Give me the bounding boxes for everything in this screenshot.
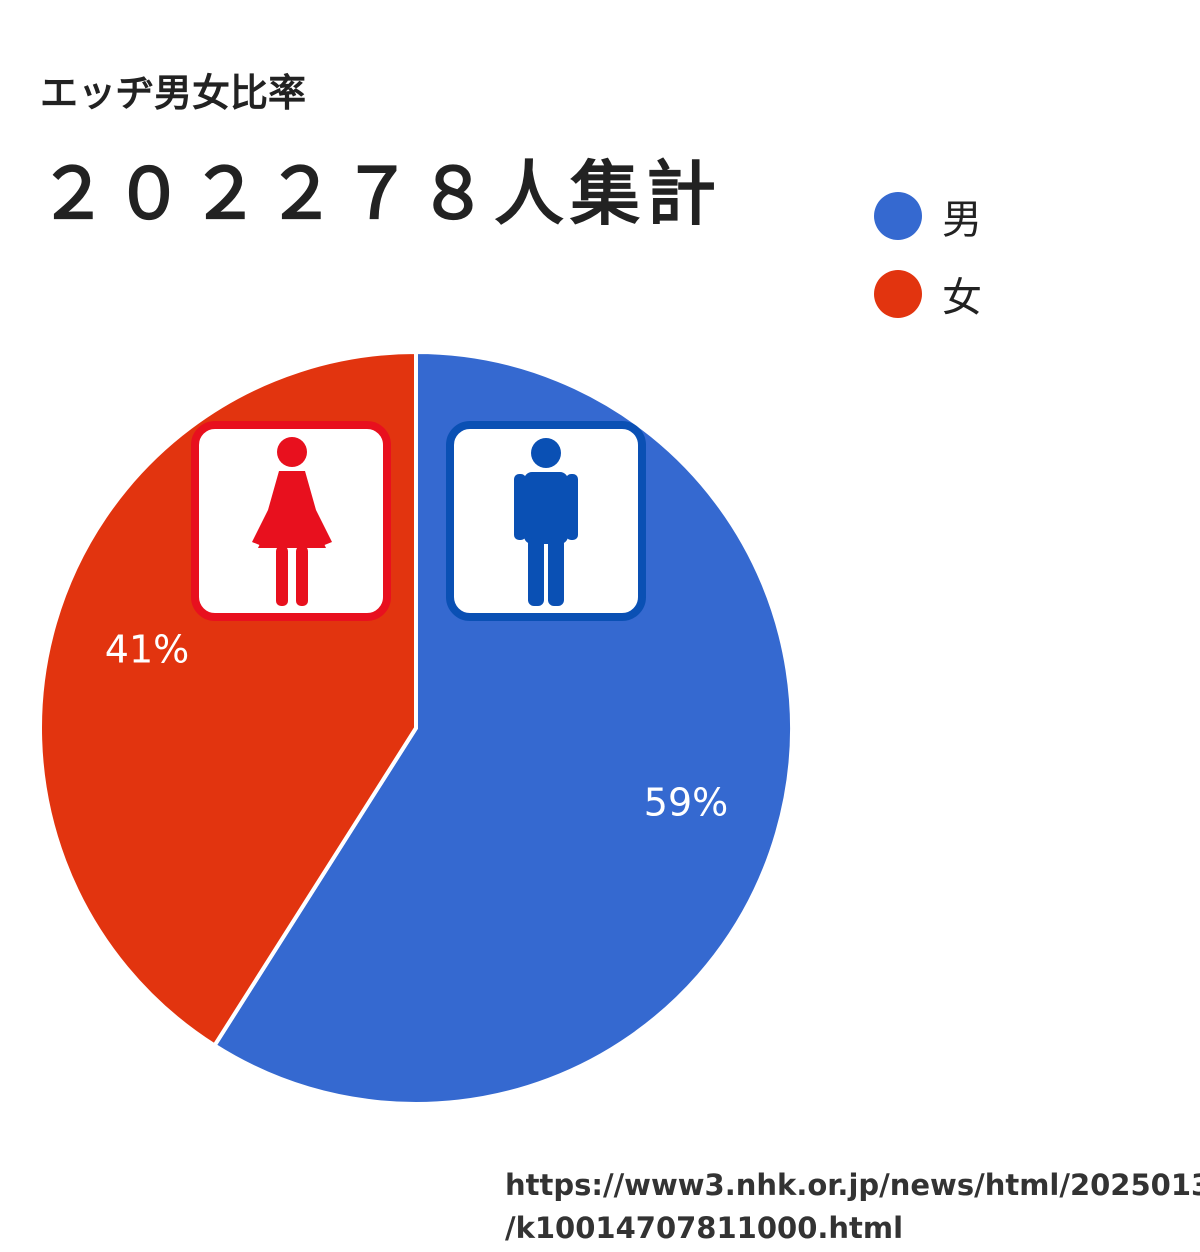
male-icon bbox=[446, 421, 646, 621]
legend-item-male: 男 bbox=[874, 190, 982, 243]
source-url[interactable]: https://www3.nhk.or.jp/news/html/2025013… bbox=[505, 1164, 1200, 1250]
chart-title: エッヂ男女比率 bbox=[40, 71, 307, 115]
source-url-line1[interactable]: https://www3.nhk.or.jp/news/html/2025013… bbox=[505, 1168, 1200, 1202]
legend-label-male: 男 bbox=[942, 197, 982, 243]
source-url-line2[interactable]: /k10014707811000.html bbox=[505, 1211, 904, 1245]
chart-subtitle: ２０２２７８人集計 bbox=[38, 153, 722, 235]
legend-swatch-male bbox=[874, 192, 922, 240]
female-icon bbox=[191, 421, 391, 621]
slice-label-male: 59% bbox=[644, 781, 728, 825]
legend-label-female: 女 bbox=[942, 275, 982, 321]
slice-label-female: 41% bbox=[105, 628, 189, 672]
legend-item-female: 女 bbox=[874, 268, 982, 321]
pie-slice-male bbox=[211, 349, 794, 1106]
legend-swatch-female bbox=[874, 270, 922, 318]
legend: 男 女 bbox=[874, 190, 982, 346]
